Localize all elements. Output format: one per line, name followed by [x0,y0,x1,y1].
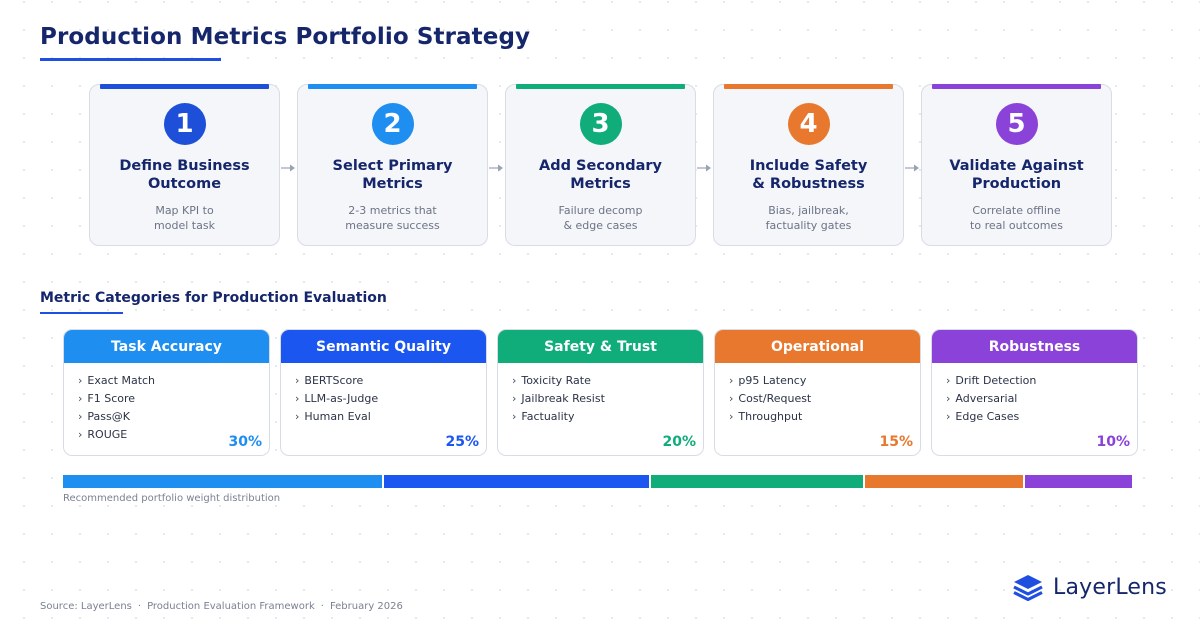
footer-source: Source: LayerLens [40,601,132,612]
step-card: 4 Include Safety & Robustness Bias, jailbr… [713,84,904,246]
metric-item: Throughput [729,408,920,426]
process-steps: 1 Define Business Outcome Map KPI to model… [0,0,1200,260]
arrow-right-icon [488,159,504,172]
metric-item: Adversarial [946,390,1137,408]
logo: LayerLens [1011,571,1167,603]
step-description: 2-3 metrics that measure success [345,204,440,232]
footer-separator: · [320,601,324,612]
step-number: 4 [787,103,830,145]
category-weight: 20% [662,434,696,450]
category-metrics: Toxicity RateJailbreak ResistFactuality [498,363,703,426]
weight-caption: Recommended portfolio weight distributio… [63,493,281,504]
metric-item: Exact Match [78,372,269,390]
step-accent-bar [308,84,477,89]
step-title: Add Secondary Metrics [539,158,662,192]
category-card: Operationalp95 LatencyCost/RequestThroug… [714,329,921,456]
page-title: Production Metrics Portfolio Strategy [40,24,531,50]
weight-segment [383,475,651,488]
metric-item: Toxicity Rate [512,372,703,390]
section-title: Metric Categories for Production Evaluat… [40,290,387,306]
weight-segment [650,475,865,488]
arrow-right-icon [696,159,712,172]
step-number: 3 [579,103,622,145]
metric-item: Jailbreak Resist [512,390,703,408]
metric-item: ROUGE [78,426,269,444]
section-underline [40,312,123,314]
title-underline [40,58,221,61]
category-card: Safety & TrustToxicity RateJailbreak Res… [497,329,704,456]
category-metrics: p95 LatencyCost/RequestThroughput [715,363,920,426]
category-header: Safety & Trust [498,330,703,363]
step-description: Failure decomp & edge cases [558,204,643,232]
step-number: 1 [163,103,206,145]
footer-framework: Production Evaluation Framework [147,601,315,612]
metric-item: Human Eval [295,408,486,426]
weight-segment [63,475,384,488]
step-description: Bias, jailbreak, factuality gates [765,204,852,232]
step-number: 2 [371,103,414,145]
step-description: Map KPI to model task [154,204,215,232]
category-metrics: Drift DetectionAdversarialEdge Cases [932,363,1137,426]
step-description: Correlate offline to real outcomes [970,204,1063,232]
step-title: Define Business Outcome [119,158,250,192]
metric-item: BERTScore [295,372,486,390]
footer-date: February 2026 [329,601,403,612]
step-card: 2 Select Primary Metrics 2-3 metrics that … [297,84,488,246]
step-number: 5 [995,103,1038,145]
metric-item: Factuality [512,408,703,426]
layers-icon [1013,575,1043,601]
weight-segment [1025,475,1132,488]
category-metrics: BERTScoreLLM-as-JudgeHuman Eval [281,363,486,426]
metric-item: LLM-as-Judge [295,390,486,408]
metric-item: p95 Latency [729,372,920,390]
arrow-right-icon [280,159,296,172]
category-weight: 10% [1096,434,1130,450]
step-title: Select Primary Metrics [332,158,453,192]
category-weight: 30% [228,434,262,450]
weight-segment [864,475,1026,488]
step-card: 1 Define Business Outcome Map KPI to model… [89,84,280,246]
weight-distribution-bar [63,475,1132,488]
metric-item: Pass@K [78,408,269,426]
metric-item: Cost/Request [729,390,920,408]
step-accent-bar [516,84,685,89]
category-weight: 15% [879,434,913,450]
logo-text: LayerLens [1053,574,1167,600]
category-card: RobustnessDrift DetectionAdversarialEdge… [931,329,1138,456]
step-title: Validate Against Production [949,158,1084,192]
category-card: Semantic QualityBERTScoreLLM-as-JudgeHum… [280,329,487,456]
step-title: Include Safety & Robustness [749,158,868,192]
metric-item: F1 Score [78,390,269,408]
category-header: Robustness [932,330,1137,363]
arrow-right-icon [904,159,920,172]
metric-item: Edge Cases [946,408,1137,426]
category-card: Task AccuracyExact MatchF1 ScorePass@KRO… [63,329,270,456]
metric-item: Drift Detection [946,372,1137,390]
category-header: Operational [715,330,920,363]
step-accent-bar [932,84,1101,89]
step-accent-bar [724,84,893,89]
step-card: 3 Add Secondary Metrics Failure decomp & e… [505,84,696,246]
footer-separator: · [137,601,142,612]
step-accent-bar [100,84,269,89]
footer: Source: LayerLens · Production Evaluation … [40,601,403,612]
step-card: 5 Validate Against Production Correlate of… [921,84,1112,246]
category-header: Semantic Quality [281,330,486,363]
category-metrics: Exact MatchF1 ScorePass@KROUGE [64,363,269,444]
category-weight: 25% [445,434,479,450]
category-header: Task Accuracy [64,330,269,363]
